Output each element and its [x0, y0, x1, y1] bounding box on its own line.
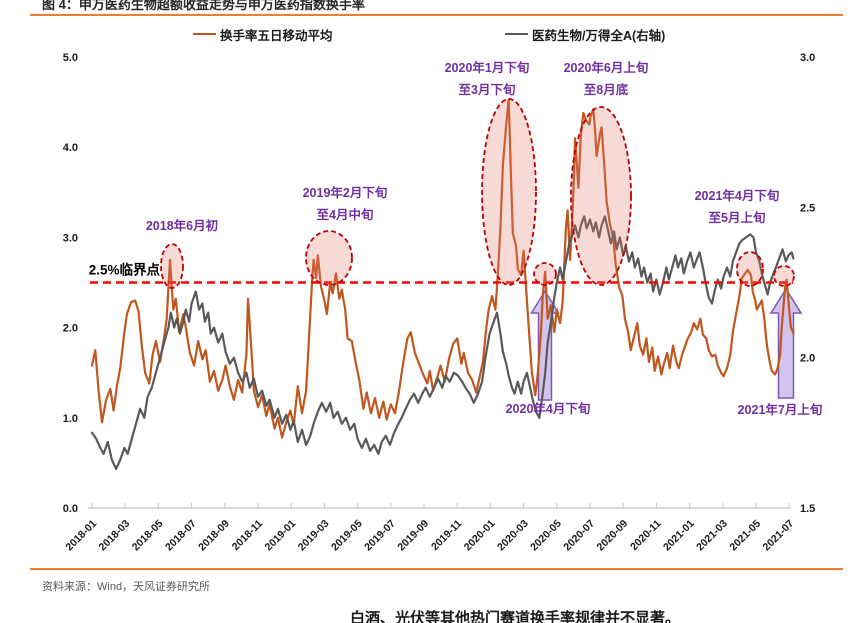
threshold-label: 2.5%临界点: [89, 262, 161, 278]
legend-line-gray-icon: [505, 33, 528, 35]
y-right-tick-label: 2.0: [800, 353, 815, 365]
legend-label-turnover: 换手率五日移动平均: [220, 28, 333, 43]
x-tick-label: 2020-09: [595, 518, 631, 554]
highlight-ellipse: [570, 106, 632, 286]
up-arrow-icon: [769, 287, 803, 399]
series-line-orange: [90, 98, 795, 439]
annotation-label: 至8月底: [584, 82, 629, 97]
y-left-tick-label: 1.0: [63, 413, 78, 425]
highlight-ellipse: [481, 98, 537, 286]
y-left-tick-label: 2.0: [63, 323, 78, 335]
y-left-tick-label: 3.0: [63, 232, 78, 244]
annotation-label: 2021年4月下旬: [695, 188, 780, 203]
x-tick-label: 2018-11: [230, 518, 265, 553]
y-left-tick-label: 0.0: [63, 503, 78, 515]
legend-label-relative: 医药生物/万得全A(右轴): [532, 28, 666, 43]
footer-divider: [30, 568, 843, 570]
y-left-tick-label: 5.0: [63, 52, 78, 64]
y-right-tick-label: 1.5: [800, 503, 815, 515]
x-tick-label: 2020-01: [462, 518, 498, 554]
bottom-note: 白酒、光伏等其他热门赛道换手率规律并不显著。: [349, 610, 680, 623]
highlight-ellipse: [736, 251, 764, 287]
x-tick-label: 2019-07: [362, 518, 398, 554]
title-divider: [30, 14, 843, 16]
legend-line-orange-icon: [193, 33, 216, 35]
annotation-label: 2021年7月上旬: [738, 402, 823, 417]
annotation-label: 2018年6月初: [146, 218, 218, 233]
annotation-label: 至4月中旬: [317, 207, 374, 222]
annotation-label: 至3月下旬: [459, 82, 516, 97]
x-tick-label: 2018-07: [163, 518, 199, 554]
y-right-tick-label: 3.0: [800, 52, 815, 64]
annotation-label: 2020年6月上旬: [564, 60, 649, 75]
highlight-ellipse: [160, 243, 184, 289]
x-tick-label: 2021-03: [694, 518, 730, 554]
annotation-label: 2020年4月下旬: [506, 401, 591, 416]
chart-title: 图 4：申万医药生物超额收益走势与申万医药指数换手率: [42, 0, 365, 12]
legend-item-relative: 医药生物/万得全A(右轴): [505, 26, 666, 43]
x-tick-label: 2019-09: [395, 518, 431, 554]
x-tick-label: 2020-03: [495, 518, 531, 554]
x-tick-label: 2021-01: [661, 518, 697, 554]
x-tick-label: 2020-05: [528, 518, 564, 554]
x-tick-label: 2021-07: [761, 518, 797, 554]
y-left-tick-label: 4.0: [63, 142, 78, 154]
x-tick-label: 2020-07: [561, 518, 597, 554]
x-tick-label: 2019-05: [329, 518, 365, 554]
x-tick-label: 2019-03: [296, 518, 332, 554]
y-right-tick-label: 2.5: [800, 202, 815, 214]
x-tick-label: 2021-05: [727, 518, 763, 554]
x-tick-label: 2019-11: [429, 518, 464, 553]
x-tick-label: 2018-03: [97, 518, 133, 554]
highlight-ellipse: [773, 265, 795, 287]
highlight-ellipse: [305, 230, 353, 286]
x-tick-label: 2018-09: [196, 518, 232, 554]
source-text: 资料来源：Wind，天风证券研究所: [42, 581, 211, 593]
annotation-label: 至5月上旬: [709, 210, 766, 225]
x-tick-label: 2019-01: [263, 518, 299, 554]
legend-item-turnover: 换手率五日移动平均: [193, 26, 333, 43]
x-tick-label: 2018-01: [63, 518, 99, 554]
annotation-label: 2019年2月下旬: [303, 185, 388, 200]
x-tick-label: 2018-05: [130, 518, 166, 554]
series-line-gray: [90, 215, 795, 470]
highlight-ellipse: [533, 262, 557, 286]
x-tick-label: 2020-11: [628, 518, 663, 553]
chart-legend: 换手率五日移动平均 医药生物/万得全A(右轴): [0, 26, 861, 43]
annotation-label: 2020年1月下旬: [445, 60, 530, 75]
